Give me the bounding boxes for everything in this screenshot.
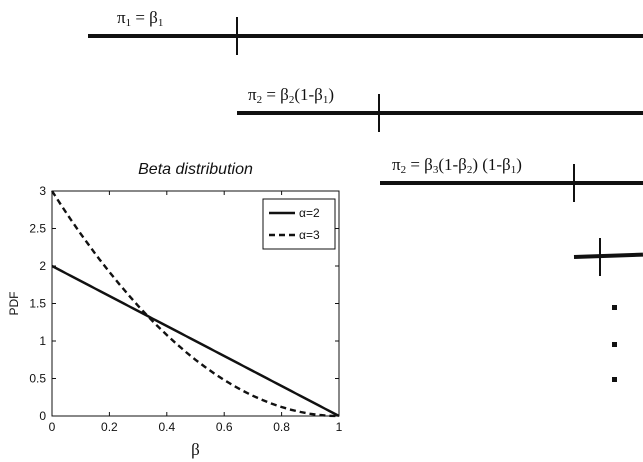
stick-3 <box>380 181 643 185</box>
stick-1-break-mark <box>236 17 238 55</box>
y-tick-label: 2.5 <box>29 222 46 236</box>
stick-2-break-mark <box>378 94 380 132</box>
continuation-dot <box>612 342 617 347</box>
x-tick-label: 0.8 <box>273 420 290 434</box>
stick-4-break-mark <box>599 238 601 276</box>
legend-label: α=2 <box>299 206 320 220</box>
y-tick-label: 3 <box>39 184 46 198</box>
x-tick-label: 1 <box>336 420 343 434</box>
y-axis-label: PDF <box>7 292 21 316</box>
y-tick-label: 2 <box>39 259 46 273</box>
continuation-dot <box>612 377 617 382</box>
stick-3-break-mark <box>573 164 575 202</box>
y-tick-label: 1.5 <box>29 297 46 311</box>
series-line-2 <box>50 190 340 418</box>
stick-formula-2: π2 = β2(1-β1) <box>248 85 334 106</box>
x-tick-label: 0.6 <box>216 420 233 434</box>
x-tick-label: 0.4 <box>158 420 175 434</box>
legend-label: α=3 <box>299 228 320 242</box>
x-tick-label: 0.2 <box>101 420 118 434</box>
y-tick-label: 0 <box>39 409 46 423</box>
chart-title: Beta distribution <box>138 161 253 178</box>
continuation-dot <box>612 305 617 310</box>
legend-box <box>262 198 336 250</box>
stick-2 <box>237 111 643 115</box>
x-axis-label: β <box>191 440 200 459</box>
stick-formula-1: π1 = β1 <box>117 8 164 29</box>
y-tick-label: 0.5 <box>29 372 46 386</box>
x-tick-label: 0 <box>49 420 56 434</box>
stick-1 <box>88 34 643 38</box>
stick-formula-3: π2 = β3(1-β2) (1-β1) <box>392 155 522 176</box>
series-line-1 <box>51 264 340 418</box>
y-tick-label: 1 <box>39 334 46 348</box>
